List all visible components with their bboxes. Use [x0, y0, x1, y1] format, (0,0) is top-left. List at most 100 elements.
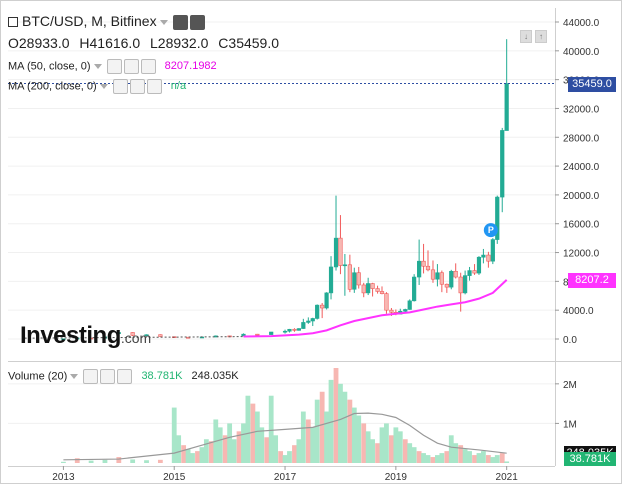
- candle: [328, 256, 334, 300]
- ma200-label: MA (200, close, 0): [8, 80, 97, 93]
- time-tick-label: 2013: [52, 472, 75, 483]
- candle-body: [486, 254, 491, 262]
- volume-bar: [342, 391, 348, 463]
- settings-icon[interactable]: [100, 369, 116, 384]
- volume-bar: [421, 453, 426, 463]
- volume-bar: [190, 453, 195, 463]
- price-tick-label: 12000.0: [563, 249, 600, 260]
- candle-body: [61, 338, 66, 341]
- volume-bar: [319, 391, 325, 463]
- chevron-down-icon[interactable]: [99, 84, 108, 89]
- candle: [144, 334, 149, 336]
- candle: [158, 334, 163, 337]
- candle: [370, 282, 375, 297]
- candle-body: [296, 328, 301, 331]
- candle: [269, 331, 274, 335]
- volume-bar: [157, 459, 163, 463]
- volume-bar: [171, 407, 177, 463]
- candle: [185, 336, 191, 339]
- volume-bar: [116, 457, 122, 463]
- volume-bar: [476, 453, 482, 463]
- settings-icon[interactable]: [129, 79, 145, 94]
- candle-body: [453, 270, 458, 278]
- volume-bar: [305, 419, 311, 463]
- volume-bar: [462, 449, 468, 463]
- candle: [444, 283, 449, 293]
- candle: [472, 264, 477, 275]
- eye-icon[interactable]: [83, 369, 99, 384]
- candle-body: [342, 264, 347, 267]
- volume-bar: [467, 451, 472, 463]
- volume-value: 38.781K: [141, 370, 183, 383]
- candle: [310, 317, 315, 327]
- volume-bar: [425, 455, 431, 463]
- volume-bar: [130, 459, 136, 463]
- ohlc-high: H41616.0: [79, 35, 141, 51]
- eye-icon[interactable]: [173, 14, 189, 30]
- candle-body: [467, 270, 472, 276]
- volume-bar: [241, 423, 246, 463]
- chevron-down-icon[interactable]: [93, 64, 102, 69]
- candle: [333, 195, 339, 271]
- time-tick-label: 2017: [274, 472, 297, 483]
- event-badge-label: P: [488, 225, 494, 235]
- candle-body: [356, 272, 361, 286]
- candle-body: [352, 272, 357, 290]
- candle: [89, 337, 94, 340]
- settings-icon[interactable]: [190, 14, 206, 30]
- candle-body: [412, 276, 417, 302]
- chevron-down-icon[interactable]: [70, 374, 79, 379]
- candle: [467, 266, 472, 281]
- candle-body: [347, 264, 352, 290]
- volume-bar: [490, 457, 496, 463]
- volume-bar: [361, 423, 367, 463]
- volume-bar: [300, 411, 306, 463]
- candle: [292, 328, 297, 332]
- price-tick-label: 20000.0: [563, 191, 600, 202]
- volume-bar: [296, 439, 302, 463]
- candle-body: [366, 283, 371, 294]
- candle: [435, 264, 440, 287]
- eye-icon[interactable]: [106, 59, 122, 74]
- candle: [403, 308, 408, 313]
- volume-bar: [407, 443, 413, 463]
- collapse-square-icon[interactable]: [8, 17, 18, 28]
- price-tick-label: 4000.0: [563, 306, 594, 317]
- time-axis: 2013 2015 2017 2019 2021: [52, 466, 518, 483]
- volume-bar: [195, 451, 200, 463]
- volume-bar: [458, 445, 464, 463]
- candle: [255, 333, 260, 336]
- settings-icon[interactable]: [123, 59, 139, 74]
- volume-bar: [264, 437, 270, 463]
- candle-body: [458, 276, 463, 294]
- time-tick-label: 2021: [496, 472, 519, 483]
- arrow-up-icon[interactable]: ↑: [535, 30, 547, 43]
- close-icon[interactable]: [146, 79, 162, 94]
- volume-bars: [61, 368, 510, 463]
- volume-bar: [282, 455, 288, 463]
- volume-label: Volume (20): [8, 370, 68, 383]
- volume-bar: [347, 399, 353, 463]
- volume-bar: [402, 439, 408, 463]
- volume-bar: [231, 439, 237, 463]
- candle: [375, 285, 380, 294]
- close-icon[interactable]: [140, 59, 156, 74]
- logo-text: Investing: [20, 322, 121, 349]
- close-icon[interactable]: [117, 369, 133, 384]
- candle: [417, 239, 422, 285]
- volume-bar: [227, 423, 233, 463]
- volume-axis: 2M 1M: [8, 380, 577, 430]
- volume-bar: [384, 423, 389, 463]
- candle-body: [158, 334, 163, 337]
- candle: [315, 304, 320, 320]
- event-badge[interactable]: P: [483, 223, 498, 238]
- chevron-down-icon[interactable]: [159, 19, 168, 25]
- candle-body: [421, 260, 426, 267]
- volume-bar: [176, 435, 182, 463]
- candle: [449, 269, 454, 290]
- eye-icon[interactable]: [112, 79, 128, 94]
- candle-body: [116, 332, 121, 334]
- candle-body: [301, 322, 306, 329]
- arrow-down-icon[interactable]: ↓: [520, 30, 532, 43]
